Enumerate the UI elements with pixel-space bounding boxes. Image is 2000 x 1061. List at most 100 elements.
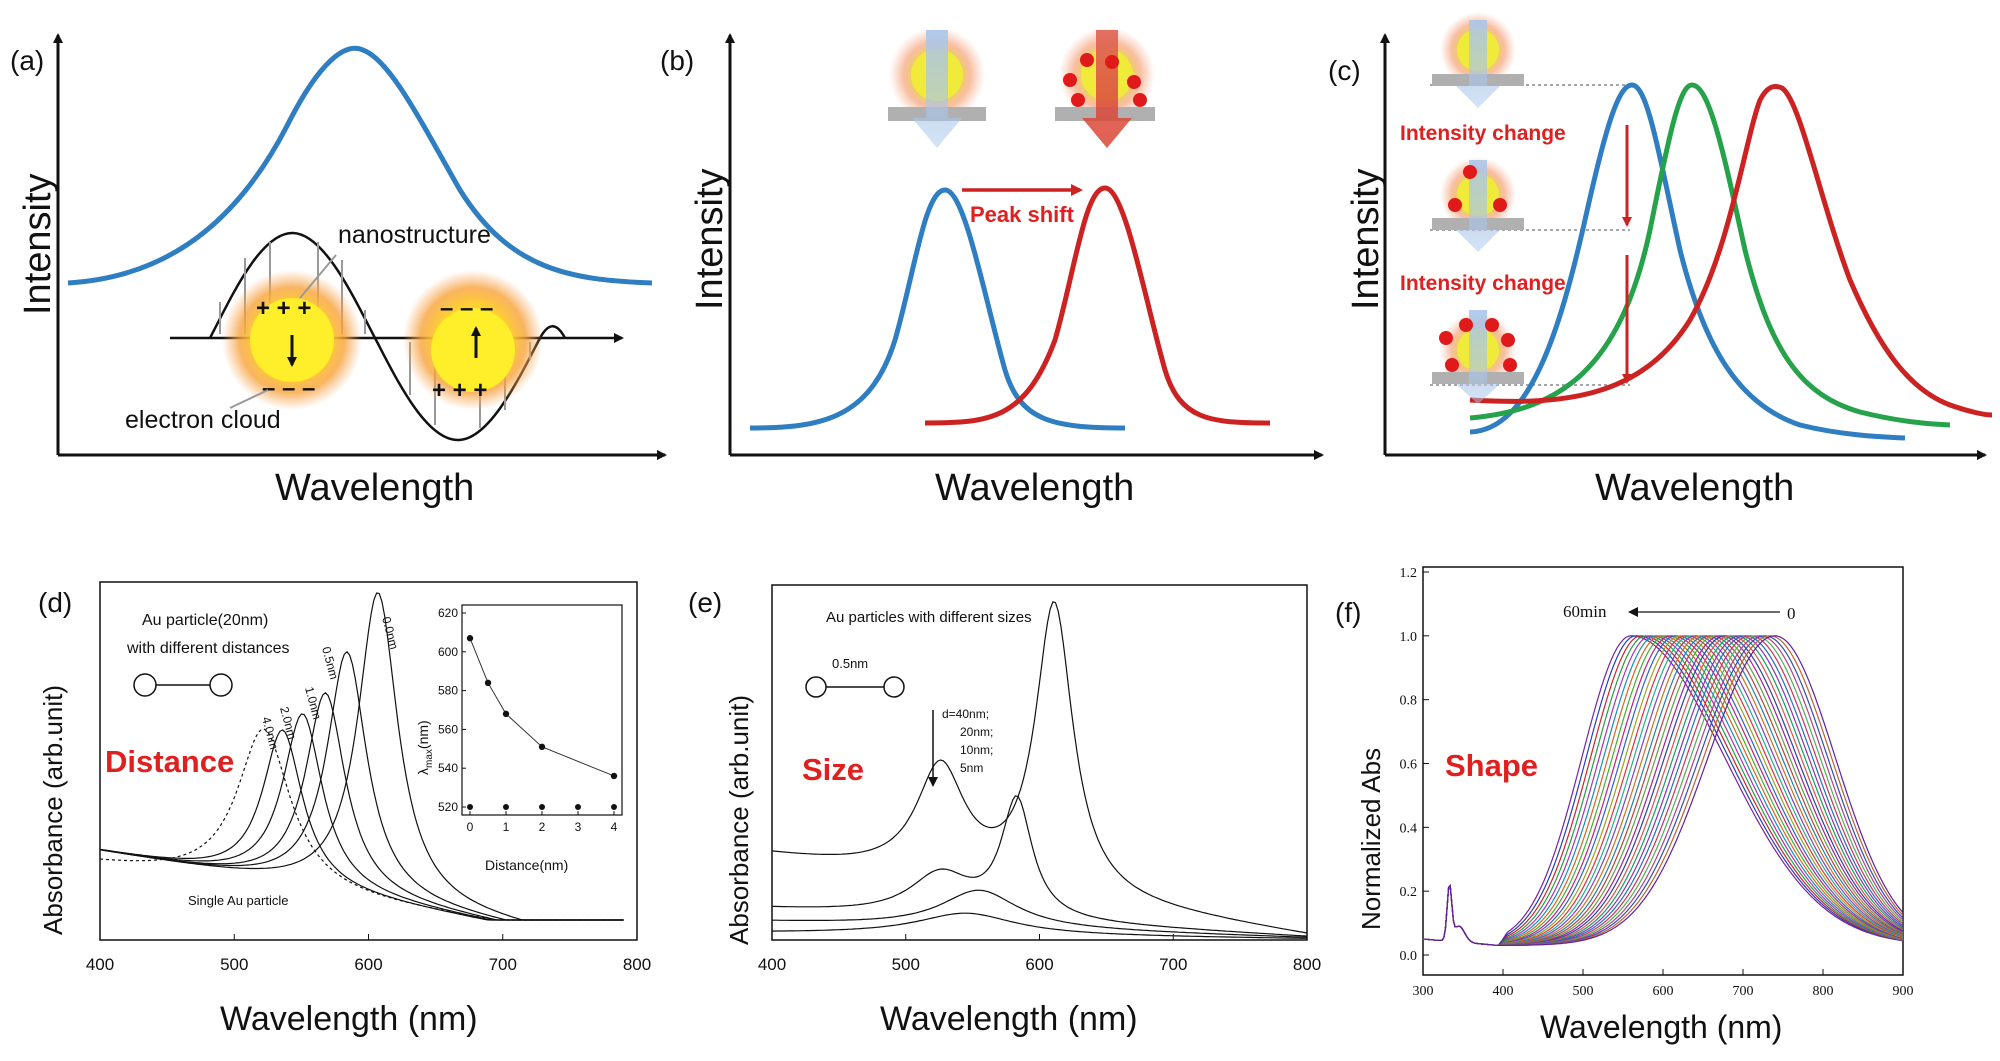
curve-label-0.0nm: 0.0nm	[379, 615, 401, 651]
inset-y-tick-label-560: 560	[438, 722, 458, 736]
size-label-4: 5nm	[960, 761, 983, 775]
charge-plus-2: + + +	[432, 377, 487, 404]
panel-c-blue-curve	[1469, 82, 1906, 441]
peak-shift-label: Peak shift	[970, 202, 1075, 227]
y-tick-label-0.8: 0.8	[1400, 694, 1418, 709]
panel-d-x-ticks: 400 500 600 700 800	[86, 934, 651, 974]
inset-point	[484, 679, 492, 687]
sensor-icon-c1	[1432, 12, 1524, 108]
inset-y-tick-label-520: 520	[438, 800, 458, 814]
panel-d-single-label: Single Au particle	[188, 893, 288, 908]
inset-x-label: Distance(nm)	[485, 857, 568, 873]
nanostructure-pointer	[299, 254, 337, 299]
panel-a-x-label: Wavelength	[275, 467, 474, 509]
x-tick-label-300: 300	[1413, 984, 1434, 999]
charge-plus-1: + + +	[256, 295, 311, 322]
inset-point	[538, 743, 546, 751]
inset-x-tick-label-1: 1	[503, 820, 510, 834]
panel-e-x-label: Wavelength (nm)	[880, 1000, 1138, 1038]
inset-baseline-point	[575, 804, 581, 810]
panel-a-y-label: Intensity	[17, 173, 59, 315]
y-tick-label-1: 1.0	[1400, 630, 1418, 645]
panel-e-curves	[771, 601, 1308, 939]
x-tick-label-800: 800	[1293, 955, 1321, 974]
panel-d-x-label: Wavelength (nm)	[220, 1000, 478, 1038]
charge-minus-1: – – –	[262, 375, 315, 402]
inset-y-tick-label-540: 540	[438, 761, 458, 775]
time-series-29	[1422, 635, 1904, 946]
y-tick-label-0.6: 0.6	[1400, 758, 1418, 773]
curve-label-0.5nm: 0.5nm	[319, 645, 341, 681]
panel-e-y-label: Absorbance (arb.unit)	[724, 695, 754, 945]
inset-plot: 520 540 560 580 600 620 0 1 2 3 4	[438, 606, 618, 834]
inset-y-tick-label-580: 580	[438, 684, 458, 698]
panel-d-y-label: Absorbance (arb.unit)	[38, 685, 68, 935]
inset-baseline-point	[467, 804, 473, 810]
panel-b-tag: (b)	[660, 45, 694, 76]
panel-d-tag: (d)	[38, 587, 72, 618]
time-series-1	[1422, 635, 1904, 947]
x-tick-label-600: 600	[354, 955, 382, 974]
panel-e-spacing: 0.5nm	[832, 656, 868, 671]
electron-cloud-label: electron cloud	[125, 406, 281, 434]
panel-f-ticks: 300 400 500 600 700 800 900 0.0 0.2 0.4 0.6 0.8 1.0 1…	[1400, 566, 1914, 999]
intensity-change-label-1: Intensity change	[1400, 122, 1566, 145]
panel-f-x-label: Wavelength (nm)	[1540, 1009, 1782, 1045]
panel-c-red-curve	[1469, 84, 1993, 418]
inset-frame	[461, 604, 623, 816]
series-5nm	[771, 912, 1307, 939]
inset-y-tick-label-600: 600	[438, 645, 458, 659]
x-tick-label-400: 400	[1493, 984, 1514, 999]
sensor-icon-c2	[1432, 157, 1524, 252]
series-20nm	[771, 795, 1308, 937]
panel-a-spectrum-line	[67, 45, 653, 286]
inset-point	[502, 710, 510, 718]
x-tick-label-700: 700	[1733, 984, 1754, 999]
series-Single Au particle	[99, 728, 624, 921]
panel-e-tag: (e)	[688, 587, 722, 618]
panel-d-big-label: Distance	[105, 744, 234, 779]
inset-y-tick-label-620: 620	[438, 606, 458, 620]
x-tick-label-800: 800	[623, 955, 651, 974]
panel-e: (e) 400 500 600 700 800 Wavelength (nm) Abso…	[688, 584, 1321, 1038]
x-tick-label-700: 700	[1159, 955, 1187, 974]
dimer-icon-e	[805, 676, 905, 698]
dimer-icon-d	[133, 673, 233, 697]
nanoparticle-core-2	[431, 308, 515, 392]
charge-minus-2: – – –	[440, 295, 493, 322]
panel-b-y-label: Intensity	[689, 168, 731, 310]
time-series-0	[1422, 635, 1904, 947]
inset-x-tick-label-2: 2	[539, 820, 546, 834]
inset-baseline-point	[539, 804, 545, 810]
inset-point	[466, 635, 474, 642]
curve-label-4.0nm: 4.0nm	[259, 715, 281, 751]
inset-point	[610, 772, 618, 780]
panel-f-curves	[1422, 635, 1904, 947]
panel-b-x-label: Wavelength	[935, 467, 1134, 509]
panel-c-y-label: Intensity	[1345, 168, 1387, 310]
y-tick-label-0.4: 0.4	[1400, 821, 1418, 836]
panel-d-title-2: with different distances	[126, 640, 289, 657]
panel-e-big-label: Size	[802, 752, 864, 787]
nanostructure-label: nanostructure	[338, 221, 491, 249]
panel-c-x-label: Wavelength	[1595, 467, 1794, 509]
y-tick-label-0.2: 0.2	[1400, 885, 1418, 900]
inset-y-label: λmax(nm)	[415, 720, 435, 775]
panel-e-x-ticks: 400 500 600 700 800	[758, 934, 1321, 974]
x-tick-label-600: 600	[1025, 955, 1053, 974]
panel-f-tag: (f)	[1335, 597, 1361, 628]
y-tick-label-1.2: 1.2	[1400, 566, 1418, 581]
panel-a-tag: (a)	[10, 45, 44, 76]
panel-f-big-label: Shape	[1445, 748, 1538, 783]
y-tick-label-0: 0.0	[1400, 949, 1418, 964]
panel-c: (c) Intensity Wavelength Intensity chang…	[1328, 12, 1993, 509]
x-tick-label-800: 800	[1813, 984, 1834, 999]
x-tick-label-500: 500	[1573, 984, 1594, 999]
intensity-change-label-2: Intensity change	[1400, 272, 1566, 295]
sensor-icon-c3	[1432, 310, 1524, 404]
series-10nm	[772, 889, 1308, 938]
x-tick-label-400: 400	[758, 955, 786, 974]
electron-cloud-pointer	[229, 389, 269, 409]
sensor-icon-before	[888, 27, 986, 148]
